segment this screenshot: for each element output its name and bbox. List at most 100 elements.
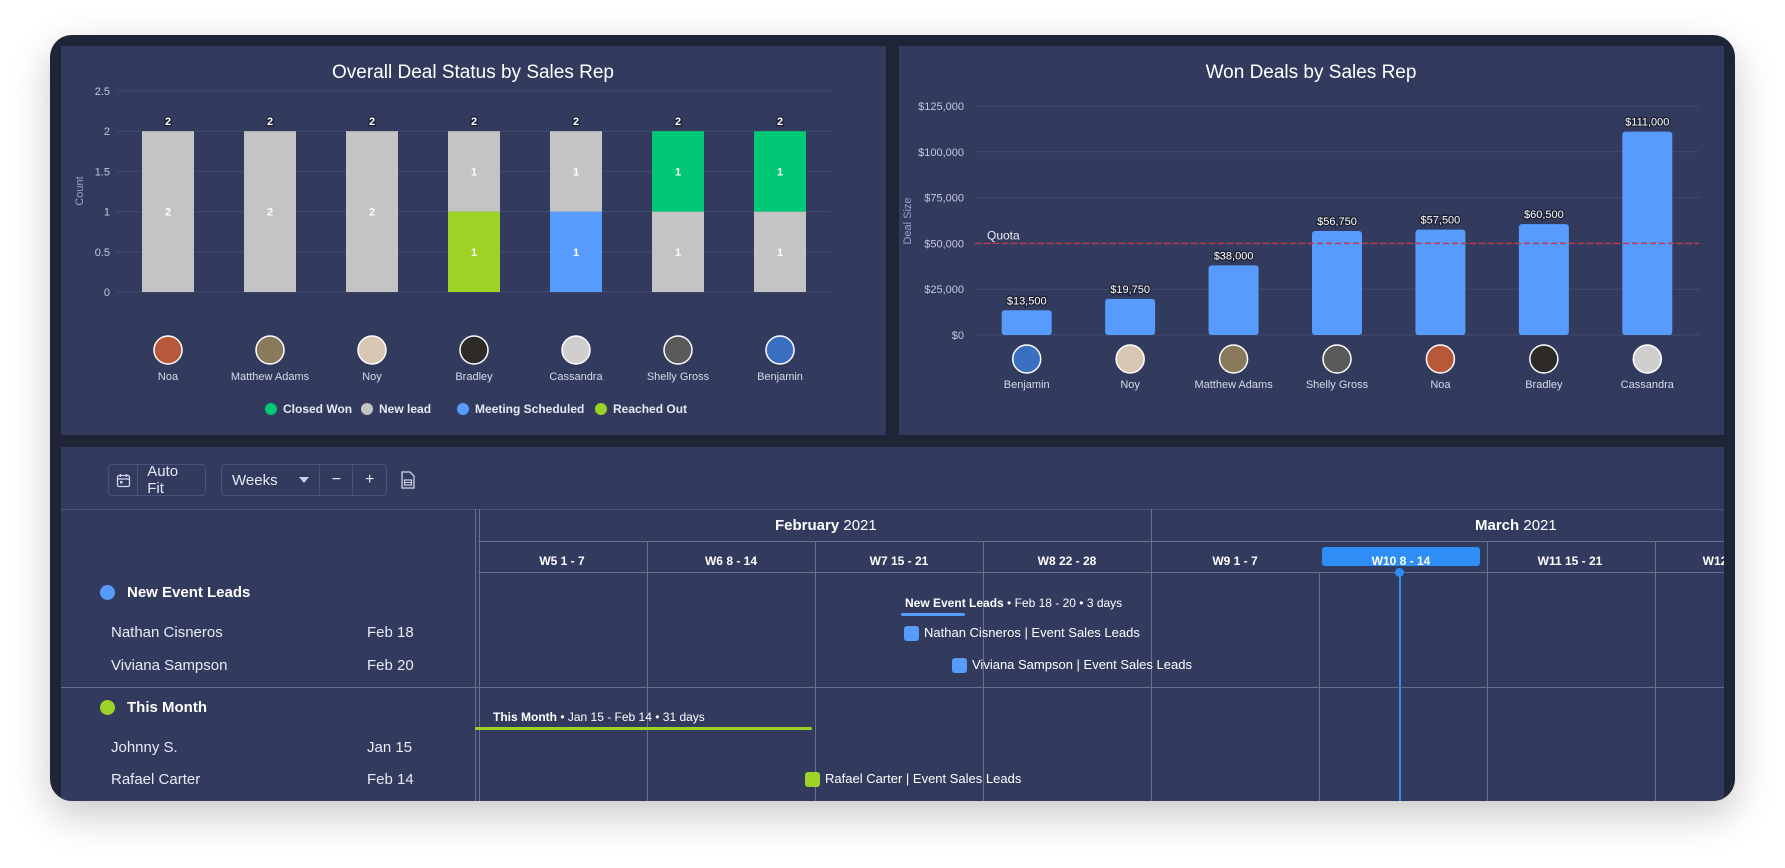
group-summary-bar[interactable]	[901, 613, 965, 616]
group-summary-this-month[interactable]: This Month • Jan 15 - Feb 14 • 31 days	[493, 709, 705, 724]
item-date: Jan 15	[367, 739, 413, 756]
item-name[interactable]: Johnny S.	[111, 739, 178, 756]
avatar-noa	[153, 335, 183, 365]
y-tick-label: 2.5	[95, 86, 110, 98]
auto-fit-control[interactable]: Auto Fit	[108, 463, 206, 497]
y-axis-label: Count	[74, 176, 86, 205]
y-tick-label: $25,000	[924, 284, 964, 296]
item-bar-label: Nathan Cisneros | Event Sales Leads	[924, 625, 1140, 640]
x-tick-label: Cassandra	[1621, 379, 1675, 391]
total-value-label: 2	[675, 116, 681, 128]
legend-swatch-reached-out	[595, 403, 607, 415]
bar-segment-new-lead	[448, 131, 500, 212]
chevron-down-icon	[299, 477, 310, 483]
scale-select[interactable]: Weeks	[222, 472, 319, 489]
bar-value-label: $57,500	[1421, 215, 1461, 227]
total-value-label: 2	[777, 116, 783, 128]
item-bar[interactable]	[805, 772, 820, 788]
item-name[interactable]: Rafael Carter	[111, 771, 201, 788]
bar-value-label: $38,000	[1214, 250, 1254, 262]
bar-segment-meeting-scheduled	[550, 211, 602, 292]
zoom-in-button[interactable]: +	[364, 471, 375, 488]
bar-segment-new-lead	[754, 211, 806, 292]
month-name: March	[1475, 517, 1520, 534]
x-tick-label: Shelly Gross	[1306, 379, 1369, 391]
bar-value-label: $13,500	[1007, 295, 1047, 307]
group-header-this-month[interactable]: This Month	[100, 699, 207, 716]
week-w8: W8 22 - 28	[1037, 554, 1097, 568]
summary-details: • Feb 18 - 20 • 3 days	[1003, 596, 1123, 610]
avatar-benjamin	[765, 335, 795, 365]
week-header-divider	[478, 572, 1724, 573]
export-icon[interactable]	[400, 471, 416, 494]
zoom-out-button[interactable]: −	[331, 471, 342, 488]
timeline-item-viviana-sampson[interactable]: Viviana Sampson | Event Sales Leads	[952, 657, 1192, 674]
bar-segment-new-lead	[346, 131, 398, 292]
item-date: Feb 20	[367, 657, 414, 674]
x-tick-label: Noy	[1120, 379, 1140, 391]
week-gridline	[983, 541, 984, 801]
group-summary-bar[interactable]	[475, 727, 812, 730]
bar-bradley	[1518, 224, 1569, 335]
avatar-cassandra	[1632, 344, 1663, 374]
legend-swatch-meeting-scheduled	[457, 403, 469, 415]
item-name[interactable]: Viviana Sampson	[111, 657, 228, 674]
segment-value-label: 1	[471, 166, 477, 178]
week-gridline	[647, 541, 648, 801]
total-value-label: 2	[573, 116, 579, 128]
y-tick-label: $0	[952, 330, 964, 342]
week-gridline	[1151, 541, 1152, 801]
week-w9: W9 1 - 7	[1212, 554, 1258, 568]
x-tick-label: Noa	[158, 371, 179, 383]
zoom-control: Weeks − +	[221, 464, 387, 496]
timeline-item-rafael-carter[interactable]: Rafael Carter | Event Sales Leads	[805, 771, 1021, 788]
y-tick-label: $75,000	[924, 193, 964, 205]
y-tick-label: 0	[104, 287, 110, 299]
summary-details: • Jan 15 - Feb 14 • 31 days	[556, 710, 705, 724]
current-week-highlight	[1322, 547, 1480, 566]
item-bar-label: Viviana Sampson | Event Sales Leads	[972, 657, 1192, 672]
week-gridline	[1487, 541, 1488, 801]
bar-value-label: $60,500	[1524, 209, 1564, 221]
bar-matthew-adams	[1208, 265, 1259, 335]
item-name[interactable]: Nathan Cisneros	[111, 624, 223, 641]
timeline-item-nathan-cisneros[interactable]: Nathan Cisneros | Event Sales Leads	[904, 625, 1140, 642]
bar-value-label: $56,750	[1317, 216, 1357, 228]
avatar-noy	[1115, 344, 1145, 374]
x-tick-label: Benjamin	[757, 371, 803, 383]
avatar-matthew-adams	[1218, 344, 1249, 374]
week-w5: W5 1 - 7	[539, 554, 585, 568]
bar-segment-reached-out	[448, 211, 500, 292]
bar-value-label: $111,000	[1625, 117, 1669, 129]
x-tick-label: Matthew Adams	[231, 371, 310, 383]
legend-label-closed-won: Closed Won	[283, 402, 352, 416]
week-w12: W12	[1702, 554, 1724, 568]
total-value-label: 2	[165, 116, 171, 128]
segment-value-label: 1	[675, 247, 681, 259]
chart-title: Overall Deal Status by Sales Rep	[332, 62, 614, 83]
auto-fit-button[interactable]: Auto Fit	[147, 463, 179, 497]
y-tick-label: 2	[104, 126, 110, 138]
timeline-panel: Auto Fit Weeks − + February 2021 March 2…	[61, 447, 1724, 801]
segment-value-label: 2	[369, 207, 375, 219]
y-tick-label: $100,000	[918, 147, 964, 159]
group-color-dot	[100, 585, 115, 600]
item-bar[interactable]	[952, 658, 967, 674]
group-header-new-event-leads[interactable]: New Event Leads	[100, 584, 250, 601]
segment-value-label: 2	[165, 207, 171, 219]
legend-label-meeting-scheduled: Meeting Scheduled	[475, 402, 584, 416]
calendar-icon[interactable]	[109, 473, 137, 488]
timeline-left-border	[475, 509, 476, 801]
month-year: 2021	[1523, 517, 1557, 534]
group-divider	[61, 687, 475, 688]
month-header-february: February 2021	[775, 517, 877, 534]
timeline-header-divider	[61, 509, 1724, 510]
x-tick-label: Cassandra	[549, 371, 603, 383]
legend-swatch-closed-won	[265, 403, 277, 415]
bar-noa	[1415, 229, 1466, 335]
item-bar[interactable]	[904, 626, 919, 642]
group-summary-new-event-leads[interactable]: New Event Leads • Feb 18 - 20 • 3 days	[905, 595, 1122, 610]
deal-status-chart: Overall Deal Status by Sales Rep Count 0 0.…	[74, 62, 831, 416]
avatar-matthew-adams	[255, 335, 285, 365]
week-w11: W11 15 - 21	[1537, 554, 1603, 568]
